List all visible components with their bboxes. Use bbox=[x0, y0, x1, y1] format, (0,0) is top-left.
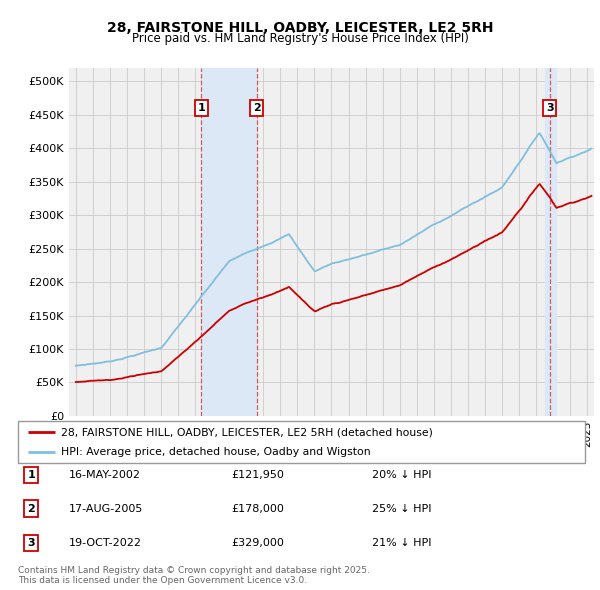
Bar bbox=[202, 68, 257, 416]
Text: 1: 1 bbox=[197, 103, 205, 113]
Text: 3: 3 bbox=[546, 103, 553, 113]
Text: 2: 2 bbox=[253, 103, 261, 113]
Text: 19-OCT-2022: 19-OCT-2022 bbox=[69, 538, 142, 548]
Text: 3: 3 bbox=[28, 538, 35, 548]
Text: 25% ↓ HPI: 25% ↓ HPI bbox=[372, 504, 431, 513]
Text: 2: 2 bbox=[28, 504, 35, 513]
Text: 1: 1 bbox=[28, 470, 35, 480]
Text: HPI: Average price, detached house, Oadby and Wigston: HPI: Average price, detached house, Oadb… bbox=[61, 447, 370, 457]
Text: £329,000: £329,000 bbox=[231, 538, 284, 548]
Text: 17-AUG-2005: 17-AUG-2005 bbox=[69, 504, 143, 513]
Text: £178,000: £178,000 bbox=[231, 504, 284, 513]
Text: Contains HM Land Registry data © Crown copyright and database right 2025.
This d: Contains HM Land Registry data © Crown c… bbox=[18, 566, 370, 585]
Text: 16-MAY-2002: 16-MAY-2002 bbox=[69, 470, 141, 480]
Text: 28, FAIRSTONE HILL, OADBY, LEICESTER, LE2 5RH: 28, FAIRSTONE HILL, OADBY, LEICESTER, LE… bbox=[107, 21, 493, 35]
Text: Price paid vs. HM Land Registry's House Price Index (HPI): Price paid vs. HM Land Registry's House … bbox=[131, 32, 469, 45]
Text: 21% ↓ HPI: 21% ↓ HPI bbox=[372, 538, 431, 548]
Text: £121,950: £121,950 bbox=[231, 470, 284, 480]
Text: 28, FAIRSTONE HILL, OADBY, LEICESTER, LE2 5RH (detached house): 28, FAIRSTONE HILL, OADBY, LEICESTER, LE… bbox=[61, 427, 433, 437]
Bar bbox=[545, 68, 556, 416]
Text: 20% ↓ HPI: 20% ↓ HPI bbox=[372, 470, 431, 480]
